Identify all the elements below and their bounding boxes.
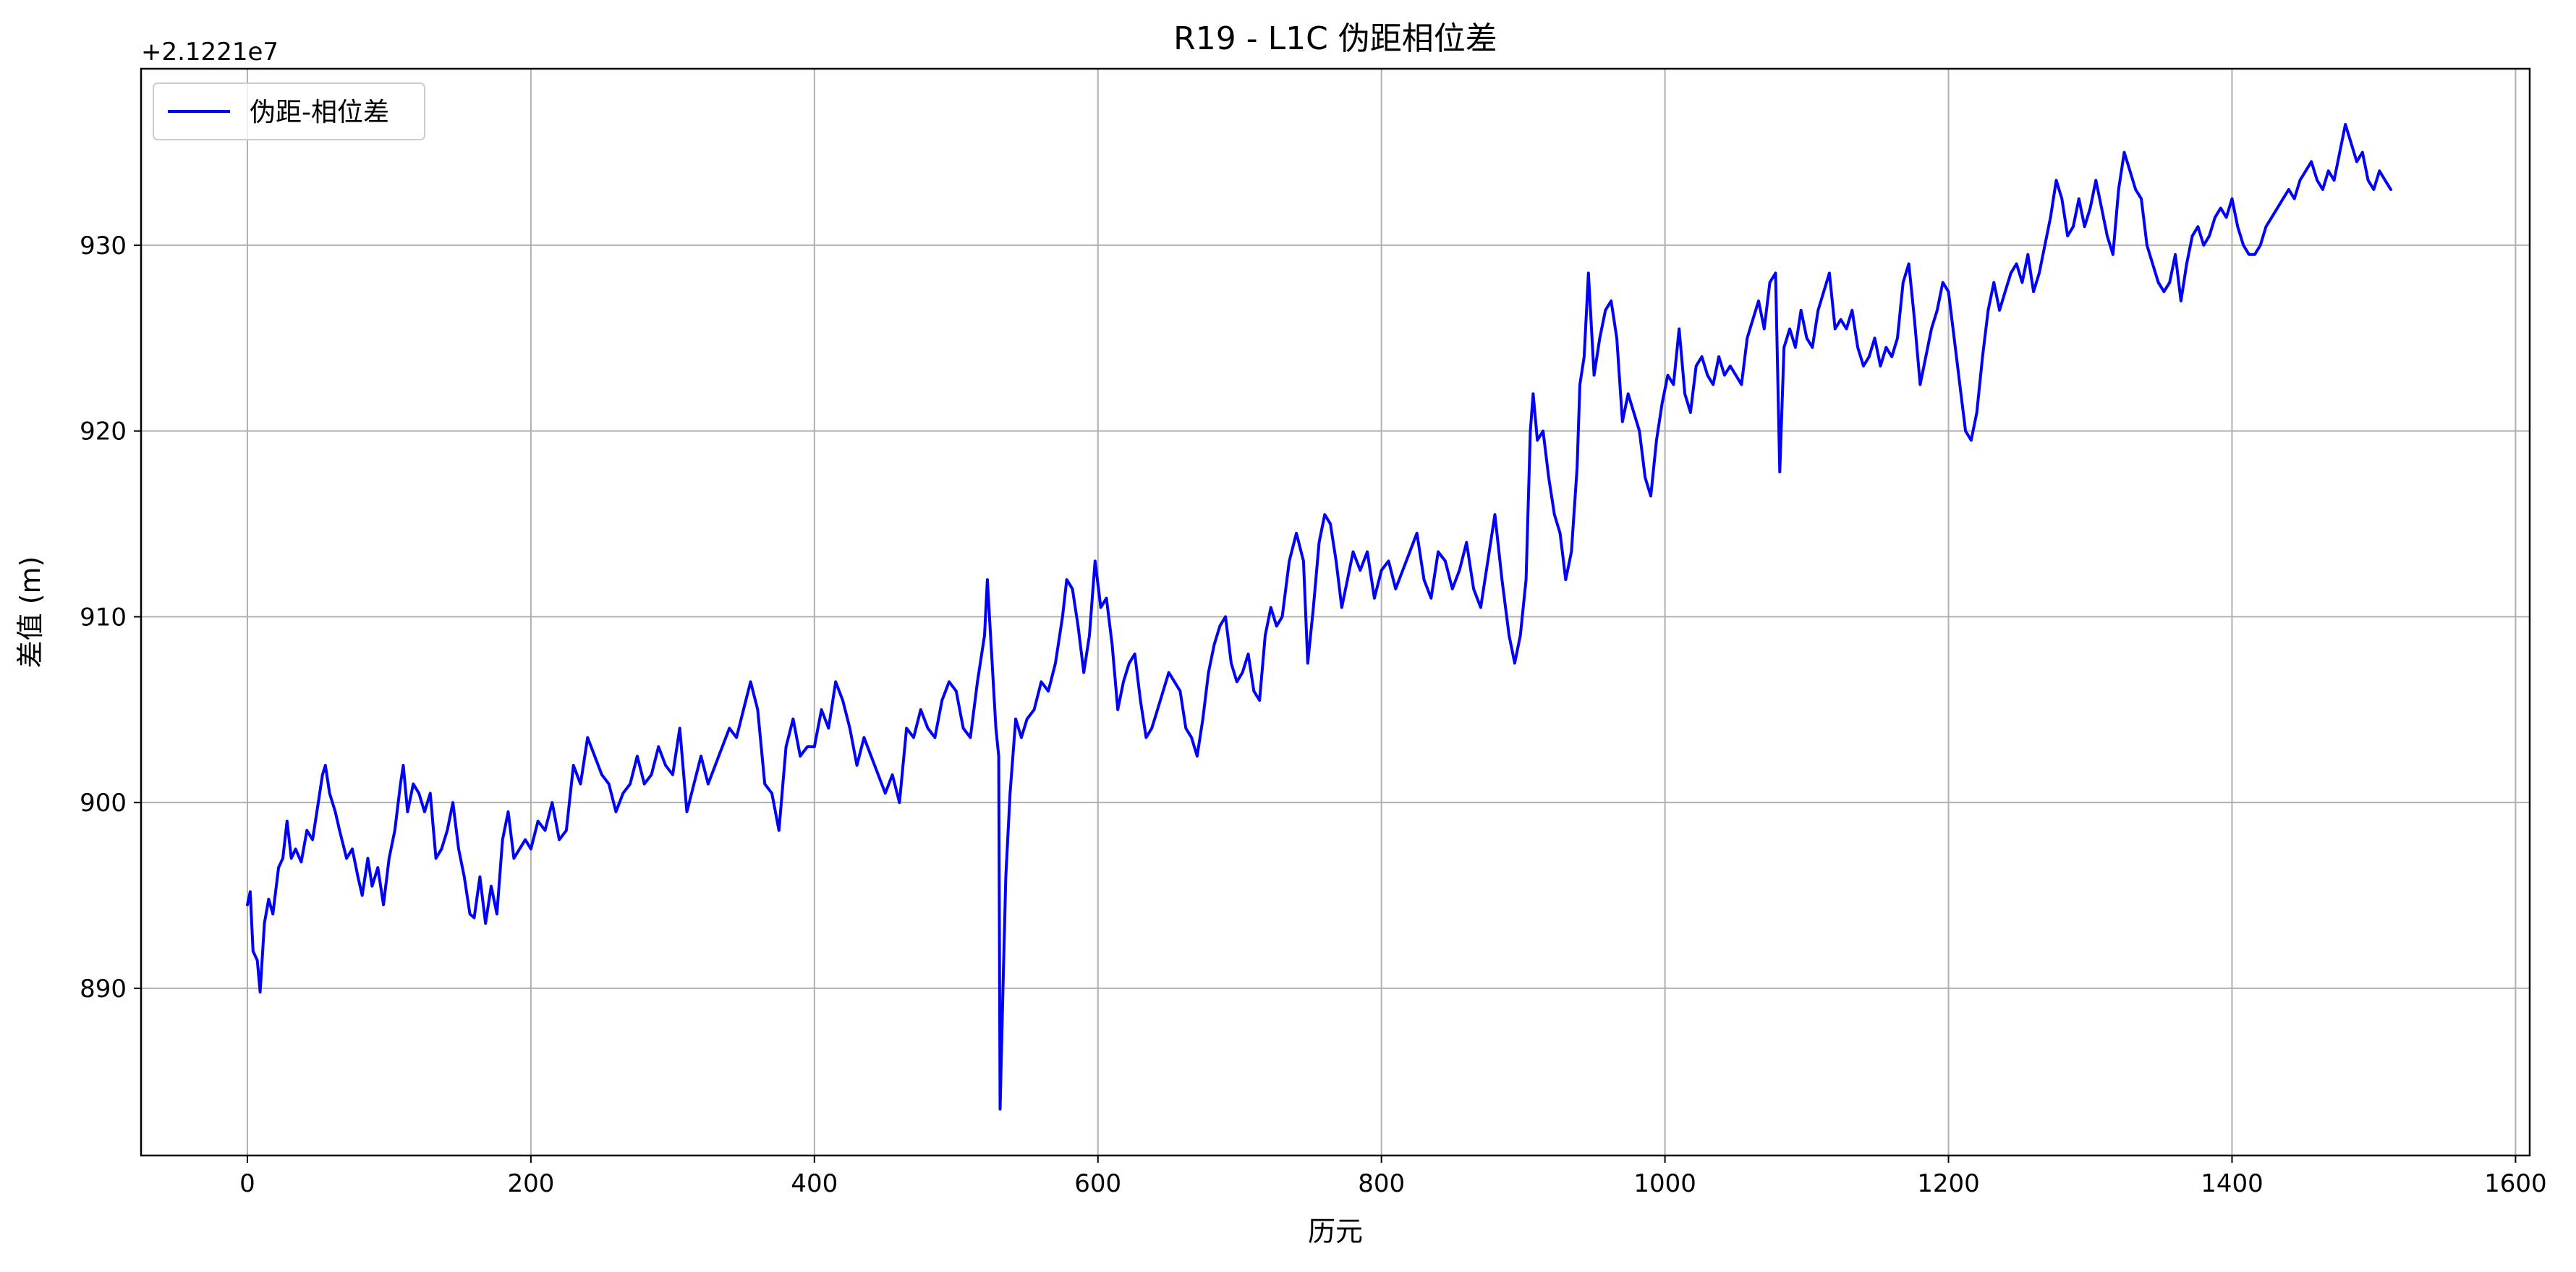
legend: 伪距-相位差 xyxy=(153,82,425,140)
y-tick-label: 890 xyxy=(80,975,127,1004)
legend-entry-label: 伪距-相位差 xyxy=(250,98,389,127)
series-line-0 xyxy=(246,123,2392,1111)
x-tick-label: 1400 xyxy=(2201,1169,2263,1198)
y-tick-label: 900 xyxy=(80,789,127,818)
grid-lines xyxy=(141,69,2530,1156)
plot-frame xyxy=(140,67,2531,1157)
series-layer xyxy=(246,123,2392,1111)
y-tick-label: 920 xyxy=(80,417,127,446)
y-offset-label: +2.1221e7 xyxy=(141,38,279,67)
x-tick-label: 1000 xyxy=(1633,1169,1696,1198)
x-tick-label: 600 xyxy=(1074,1169,1121,1198)
x-tick-label: 400 xyxy=(791,1169,838,1198)
x-axis-ticks: 0 200 400 600 800 1000 1200 1400 1600 xyxy=(239,1156,2547,1198)
y-axis-label: 差值 (m) xyxy=(14,556,46,669)
y-tick-label: 930 xyxy=(80,232,127,260)
y-tick-label: 910 xyxy=(80,603,127,632)
chart-title: R19 - L1C 伪距相位差 xyxy=(1173,20,1497,57)
x-tick-label: 0 xyxy=(239,1169,255,1198)
legend-box xyxy=(153,82,425,140)
y-axis-ticks: 890 900 910 920 930 xyxy=(80,232,141,1004)
x-axis-label: 历元 xyxy=(1308,1216,1363,1247)
x-tick-label: 200 xyxy=(507,1169,554,1198)
x-tick-label: 1600 xyxy=(2484,1169,2547,1198)
x-tick-label: 1200 xyxy=(1917,1169,1980,1198)
x-tick-label: 800 xyxy=(1358,1169,1405,1198)
